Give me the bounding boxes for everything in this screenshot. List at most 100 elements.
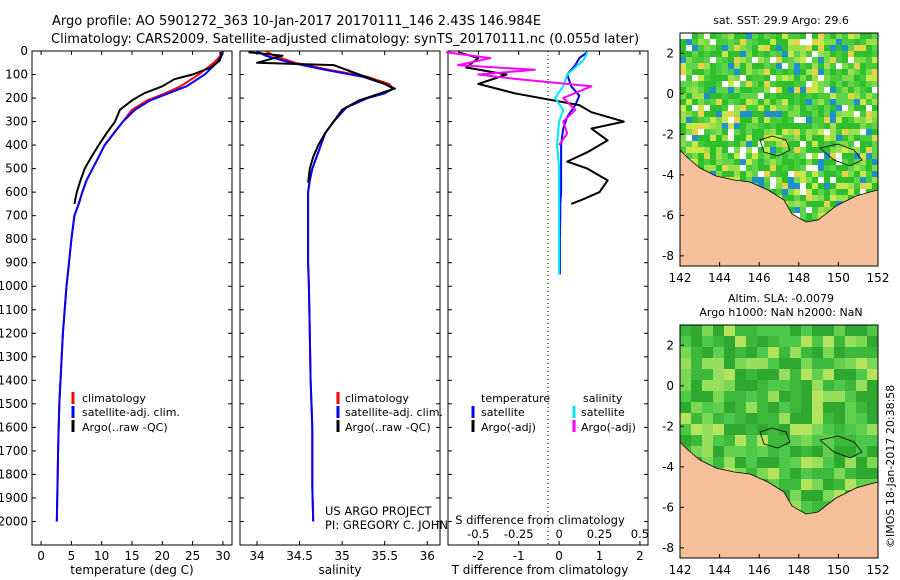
heatmap-cell: [746, 123, 753, 130]
heatmap-cell: [722, 81, 729, 88]
heatmap-cell: [758, 69, 765, 76]
heatmap-cell: [834, 325, 846, 337]
heatmap-cell: [746, 105, 753, 112]
heatmap-cell: [728, 123, 735, 130]
heatmap-cell: [867, 358, 878, 370]
heatmap-cell: [758, 123, 765, 130]
heatmap-cell: [856, 479, 868, 491]
heatmap-cell: [812, 105, 819, 112]
heatmap-cell: [735, 435, 747, 447]
heatmap-cell: [860, 177, 867, 184]
heatmap-cell: [724, 424, 736, 436]
heatmap-cell: [860, 129, 867, 136]
heatmap-cell: [680, 369, 692, 381]
heatmap-cell: [794, 195, 801, 202]
heatmap-cell: [734, 141, 741, 148]
heatmap-cell: [752, 165, 759, 172]
heatmap-cell: [860, 159, 867, 166]
sla-map-panel: Altim. SLA: -0.0079 Argo h1000: NaN h200…: [662, 292, 889, 577]
heatmap-cell: [740, 81, 747, 88]
heatmap-cell: [782, 189, 789, 196]
heatmap-cell: [842, 165, 849, 172]
heatmap-cell: [768, 424, 780, 436]
heatmap-cell: [788, 105, 795, 112]
heatmap-cell: [842, 141, 849, 148]
heatmap-cell: [812, 213, 819, 220]
sla-map-title-2: Argo h1000: NaN h2000: NaN: [699, 306, 862, 319]
heatmap-cell: [782, 75, 789, 82]
heatmap-cell: [860, 93, 867, 100]
heatmap-cell: [710, 147, 717, 154]
heatmap-cell: [842, 171, 849, 178]
sst-map-title: sat. SST: 29.9 Argo: 29.6: [713, 14, 849, 27]
y-tick-label: 1900: [0, 491, 28, 505]
heatmap-cell: [752, 57, 759, 64]
heatmap-cell: [824, 75, 831, 82]
heatmap-cell: [812, 147, 819, 154]
heatmap-cell: [845, 347, 857, 359]
heatmap-cell: [782, 117, 789, 124]
heatmap-cell: [680, 358, 692, 370]
heatmap-cell: [801, 347, 813, 359]
heatmap-cell: [836, 63, 843, 70]
heatmap-cell: [746, 380, 758, 392]
heatmap-cell: [848, 75, 855, 82]
heatmap-cell: [776, 99, 783, 106]
heatmap-cell: [782, 147, 789, 154]
heatmap-cell: [728, 159, 735, 166]
heatmap-cell: [834, 457, 846, 469]
heatmap-cell: [794, 45, 801, 52]
map-y-tick-label: 2: [666, 338, 674, 352]
heatmap-cell: [764, 99, 771, 106]
heatmap-cell: [824, 117, 831, 124]
heatmap-cell: [713, 402, 725, 414]
x-tick-label: 0: [37, 549, 45, 563]
heatmap-cell: [724, 413, 736, 425]
heatmap-cell: [818, 45, 825, 52]
heatmap-cell: [830, 75, 837, 82]
heatmap-cell: [757, 325, 769, 337]
heatmap-cell: [854, 171, 861, 178]
heatmap-cell: [782, 51, 789, 58]
heatmap-cell: [790, 490, 802, 502]
map-y-tick-label: -6: [662, 500, 674, 514]
heatmap-cell: [735, 369, 747, 381]
heatmap-cell: [845, 358, 857, 370]
heatmap-cell: [836, 57, 843, 64]
heatmap-cell: [800, 141, 807, 148]
heatmap-cell: [788, 153, 795, 160]
heatmap-cell: [734, 129, 741, 136]
heatmap-cell: [836, 93, 843, 100]
heatmap-cell: [860, 123, 867, 130]
heatmap-cell: [764, 117, 771, 124]
heatmap-cell: [692, 39, 699, 46]
x-tick-label-top: 0.5: [631, 527, 649, 541]
heatmap-cell: [867, 446, 878, 458]
heatmap-cell: [746, 402, 758, 414]
heatmap-cell: [724, 391, 736, 403]
heatmap-cell: [848, 69, 855, 76]
heatmap-cell: [824, 141, 831, 148]
heatmap-cell: [824, 135, 831, 142]
heatmap-cell: [758, 135, 765, 142]
heatmap-cell: [776, 57, 783, 64]
y-tick-label: 600: [5, 185, 28, 199]
heatmap-cell: [800, 93, 807, 100]
heatmap-cell: [788, 75, 795, 82]
heatmap-cell: [842, 189, 849, 196]
heatmap-cell: [686, 147, 693, 154]
y-tick-label: 1600: [0, 420, 28, 434]
heatmap-cell: [704, 129, 711, 136]
heatmap-cell: [836, 165, 843, 172]
heatmap-cell: [680, 33, 687, 40]
heatmap-cell: [704, 117, 711, 124]
heatmap-cell: [830, 51, 837, 58]
heatmap-cell: [758, 63, 765, 70]
heatmap-cell: [818, 141, 825, 148]
heatmap-cell: [800, 45, 807, 52]
header-line-2: Climatology: CARS2009. Satellite-adjuste…: [51, 32, 639, 47]
heatmap-cell: [704, 87, 711, 94]
heatmap-cell: [680, 81, 687, 88]
heatmap-cell: [779, 369, 791, 381]
heatmap-cell: [818, 93, 825, 100]
